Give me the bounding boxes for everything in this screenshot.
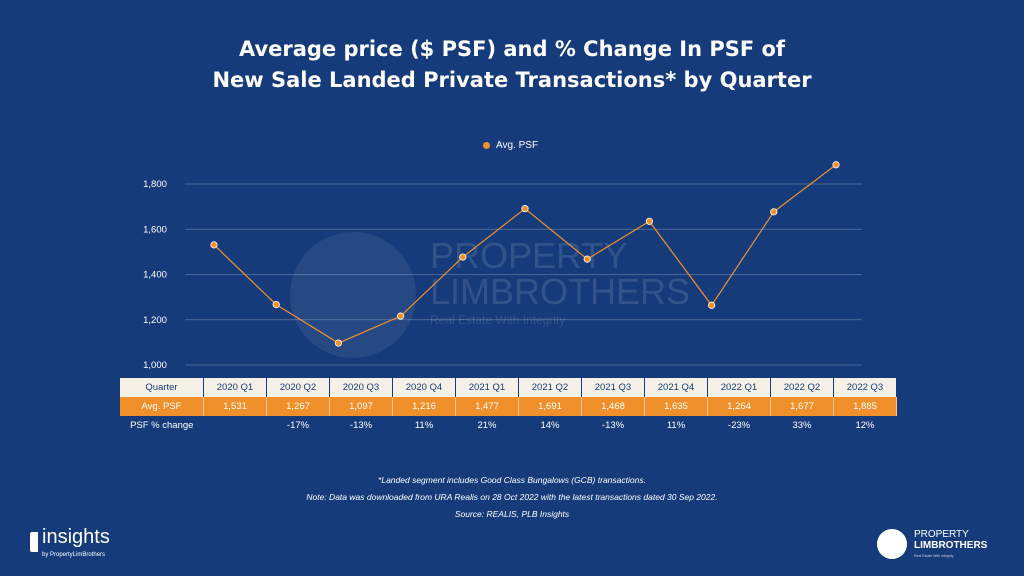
- cell-quarter: 2022 Q3: [833, 378, 897, 397]
- cell-avg-psf: 1,477: [455, 397, 519, 416]
- row-label-quarter: Quarter: [120, 378, 204, 397]
- data-point: [459, 253, 467, 261]
- cell-pct-change: 11%: [414, 420, 434, 431]
- cell-pct-change: [204, 416, 267, 435]
- data-point: [396, 312, 405, 320]
- y-tick-label: 1,000: [143, 360, 167, 371]
- data-point: [707, 301, 716, 309]
- footnotes: *Landed segment includes Good Class Bung…: [0, 472, 1024, 523]
- y-tick-label: 1,200: [143, 315, 167, 326]
- cell-quarter: 2021 Q2: [518, 378, 582, 397]
- data-point: [583, 255, 591, 263]
- y-tick-label: 1,800: [143, 179, 167, 190]
- data-point: [521, 205, 529, 213]
- cell-quarter: 2020 Q3: [329, 378, 393, 397]
- cell-quarter: 2022 Q1: [707, 378, 771, 397]
- cell-avg-psf: 1,468: [581, 397, 645, 416]
- y-tick-label: 1,600: [143, 224, 167, 235]
- cell-pct-change: 21%: [477, 420, 497, 431]
- cell-quarter: 2020 Q4: [392, 378, 456, 397]
- cell-avg-psf: 1,691: [518, 397, 582, 416]
- cell-pct-change: 14%: [540, 420, 560, 431]
- cell-avg-psf: 1,531: [203, 397, 267, 416]
- data-point: [334, 339, 342, 347]
- cell-pct-change: -13%: [601, 420, 625, 431]
- legend-marker-icon: [483, 142, 490, 149]
- cell-quarter: 2021 Q1: [455, 378, 519, 397]
- insights-logo-icon: [30, 532, 38, 552]
- cell-pct-change: -13%: [349, 420, 373, 431]
- cell-avg-psf: 1,264: [707, 397, 771, 416]
- footnote-source: Source: REALIS, PLB Insights: [454, 509, 570, 519]
- cell-quarter: 2020 Q2: [266, 378, 330, 397]
- legend: Avg. PSF: [483, 140, 538, 151]
- cell-avg-psf: 1,885: [833, 397, 897, 416]
- cell-avg-psf: 1,097: [329, 397, 393, 416]
- data-table: Quarter 2020 Q1 2020 Q2 2020 Q3 2020 Q4 2021 …: [120, 378, 897, 435]
- cell-pct-change: 12%: [855, 420, 875, 431]
- data-point: [770, 208, 778, 216]
- series-line: [213, 164, 837, 344]
- chart-title: Average price ($ PSF) and % Change In PS…: [212, 37, 812, 92]
- cell-pct-change: 11%: [666, 420, 686, 431]
- footnote-landed: *Landed segment includes Good Class Bung…: [378, 475, 646, 485]
- row-label-change: PSF % change: [130, 420, 194, 431]
- data-point: [832, 161, 840, 169]
- data-point: [272, 300, 280, 309]
- legend-label: Avg. PSF: [496, 140, 539, 151]
- cell-quarter: 2020 Q1: [203, 378, 267, 397]
- cell-pct-change: 33%: [792, 420, 812, 431]
- data-point: [210, 241, 218, 249]
- footnote-data: Note: Data was downloaded from URA Reali…: [306, 492, 718, 502]
- cell-avg-psf: 1,635: [644, 397, 708, 416]
- cell-avg-psf: 1,267: [266, 397, 330, 416]
- cell-avg-psf: 1,677: [770, 397, 834, 416]
- cell-quarter: 2021 Q3: [581, 378, 645, 397]
- data-point: [645, 217, 654, 225]
- cell-quarter: 2021 Q4: [644, 378, 708, 397]
- cell-quarter: 2022 Q2: [770, 378, 834, 397]
- y-tick-label: 1,400: [143, 270, 167, 281]
- cell-pct-change: -17%: [286, 420, 310, 431]
- plb-logo-icon: [877, 529, 907, 559]
- cell-pct-change: -23%: [727, 420, 751, 431]
- row-label-avg: Avg. PSF: [120, 397, 204, 416]
- cell-avg-psf: 1,216: [392, 397, 456, 416]
